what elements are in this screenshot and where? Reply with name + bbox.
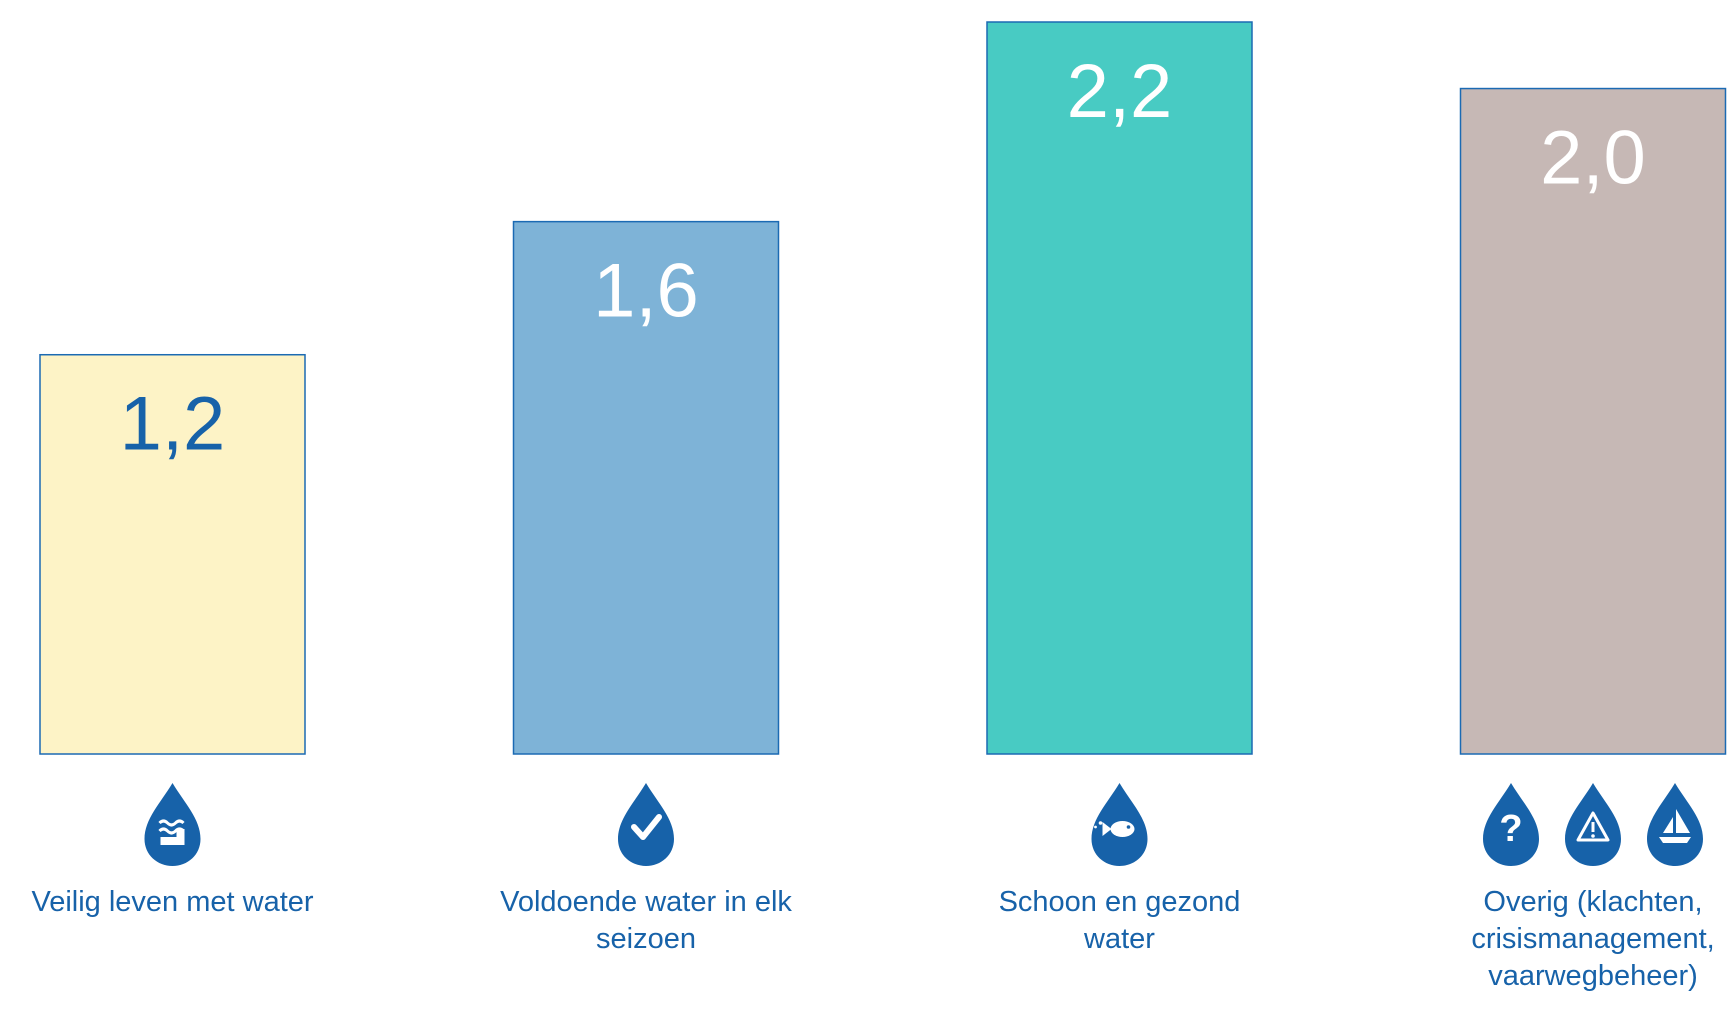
category-label-4: Overig (klachten, crisismanagement, vaar… <box>1471 886 1715 992</box>
bar-4 <box>1459 87 1727 755</box>
water-drop-sailboat-icon <box>1647 783 1703 866</box>
bar-1 <box>39 353 306 755</box>
category-label-1: Veilig leven met water <box>31 886 314 918</box>
bar-2 <box>512 220 780 755</box>
water-drop-check-icon <box>618 783 674 866</box>
bar-value-label-4: 2,0 <box>1540 116 1646 201</box>
svg-text:?: ? <box>1499 808 1522 850</box>
bar-3 <box>986 21 1253 755</box>
bar-value-label-3: 2,2 <box>1067 49 1173 134</box>
bar-value-label-2: 1,6 <box>593 249 699 334</box>
bar-value-label-1: 1,2 <box>120 382 226 467</box>
category-label-2: Voldoende water in elk seizoen <box>500 886 792 955</box>
water-drop-question-icon: ? <box>1483 783 1539 866</box>
water-drop-flood-icon <box>144 783 201 866</box>
category-label-3: Schoon en gezond water <box>998 886 1241 955</box>
water-drop-warning-icon <box>1565 783 1621 866</box>
water-drop-fish-icon <box>1091 783 1148 866</box>
